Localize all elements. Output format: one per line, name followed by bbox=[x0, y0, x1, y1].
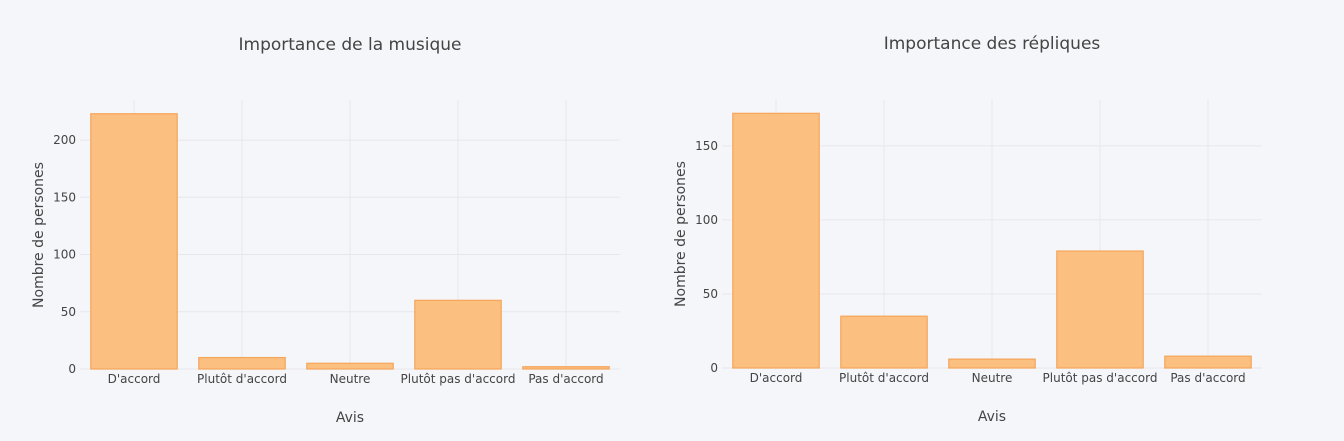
chart-panel-musique: Importance de la musique Avis Nombre de … bbox=[31, 35, 620, 426]
y-tick-label: 100 bbox=[695, 213, 718, 227]
bar bbox=[1164, 355, 1252, 369]
y-tick-label: 50 bbox=[703, 287, 718, 301]
bar bbox=[840, 315, 928, 369]
x-tick-label: Plutôt d'accord bbox=[197, 372, 287, 386]
bar bbox=[732, 112, 820, 369]
y-tick-label: 0 bbox=[68, 362, 76, 376]
y-tick-label: 100 bbox=[53, 248, 76, 262]
x-tick-label: D'accord bbox=[750, 371, 803, 385]
x-axis-title: Avis bbox=[978, 409, 1006, 425]
chart-panel-repliques: Importance des répliques Avis Nombre de … bbox=[673, 34, 1262, 425]
chart-title: Importance de la musique bbox=[239, 35, 462, 55]
x-tick-label: Neutre bbox=[972, 371, 1013, 385]
x-axis-title: Avis bbox=[336, 410, 364, 426]
x-tick-label: Plutôt pas d'accord bbox=[1043, 371, 1158, 385]
x-tick-label: Neutre bbox=[330, 372, 371, 386]
bar bbox=[90, 113, 178, 370]
y-tick-label: 50 bbox=[61, 305, 76, 319]
x-tick-label: Plutôt d'accord bbox=[839, 371, 929, 385]
bar bbox=[198, 356, 286, 370]
y-tick-label: 200 bbox=[53, 133, 76, 147]
y-tick-label: 150 bbox=[53, 190, 76, 204]
x-tick-label: Pas d'accord bbox=[528, 372, 603, 386]
bar bbox=[414, 299, 502, 370]
chart-title: Importance des répliques bbox=[884, 34, 1101, 54]
y-tick-label: 0 bbox=[710, 361, 718, 375]
y-axis-title: Nombre de persones bbox=[31, 162, 47, 308]
x-tick-label: Plutôt pas d'accord bbox=[401, 372, 516, 386]
bar bbox=[948, 358, 1036, 369]
bar bbox=[1056, 250, 1144, 369]
bar bbox=[522, 366, 610, 370]
y-axis-title: Nombre de persones bbox=[673, 161, 689, 307]
y-tick-label: 150 bbox=[695, 139, 718, 153]
x-tick-label: Pas d'accord bbox=[1170, 371, 1245, 385]
bar bbox=[306, 362, 394, 370]
x-tick-label: D'accord bbox=[108, 372, 161, 386]
